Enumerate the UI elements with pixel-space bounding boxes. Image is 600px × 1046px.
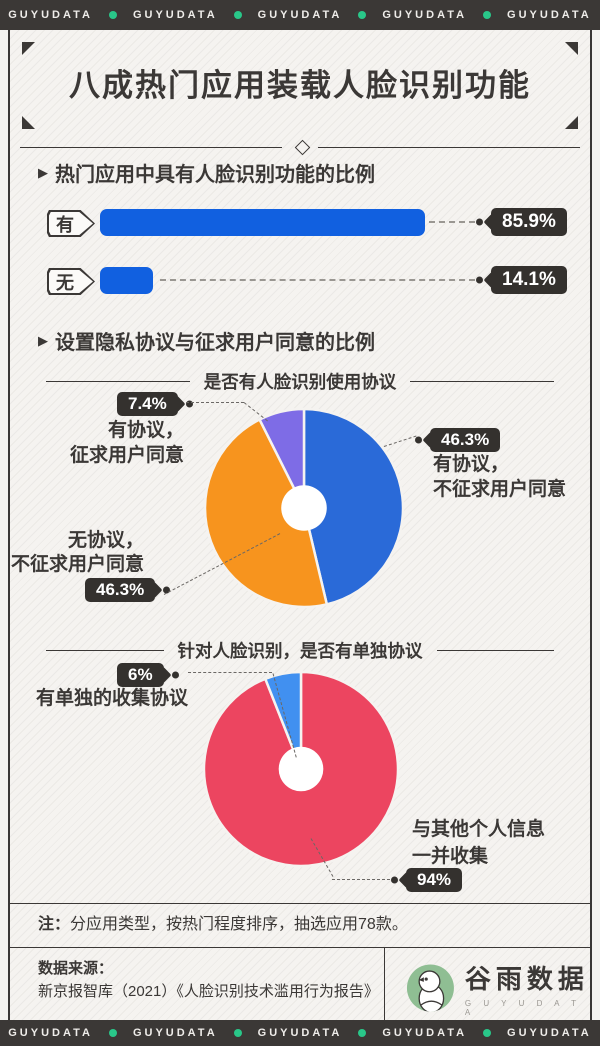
top-brand-banner: GUYUDATA GUYUDATA GUYUDATA GUYUDATA GUYU… bbox=[0, 0, 600, 30]
guyu-data-logo: 谷雨数据 G U Y U D A T A bbox=[406, 959, 590, 1017]
slice-label: 一并收集 bbox=[412, 846, 489, 867]
pie-chart-separate-agreement bbox=[202, 670, 400, 868]
brand-text: GUYUDATA bbox=[257, 9, 343, 21]
slice-label: 征求用户同意 bbox=[69, 445, 184, 466]
green-dot-icon bbox=[358, 1029, 367, 1037]
page-title: 八成热门应用装载人脸识别功能 bbox=[69, 68, 531, 103]
divider bbox=[20, 147, 282, 148]
footnote: 注：分应用类型，按热门程度排序，抽选应用78款。 bbox=[38, 910, 408, 934]
triangle-bullet-icon: ▶ bbox=[38, 333, 48, 348]
logo-latin-text: G U Y U D A T A bbox=[464, 999, 581, 1017]
pie1-title-row: 是否有人脸识别使用协议 bbox=[46, 369, 554, 394]
pie1-title: 是否有人脸识别使用协议 bbox=[203, 372, 397, 392]
bar-category-label: 无 bbox=[56, 272, 74, 293]
logo-chinese-text: 谷雨数据 bbox=[464, 965, 589, 994]
connector-line bbox=[160, 279, 475, 281]
value-tag: 14.1% bbox=[491, 266, 567, 294]
triangle-bullet-icon: ▶ bbox=[38, 165, 48, 180]
value-tag: 94% bbox=[406, 868, 463, 892]
slice-label: 不征求用户同意 bbox=[433, 479, 567, 500]
pie2-title-row: 针对人脸识别，是否有单独协议 bbox=[46, 638, 554, 663]
brand-text: GUYUDATA bbox=[382, 1027, 468, 1039]
bottom-brand-banner: GUYUDATA GUYUDATA GUYUDATA GUYUDATA GUYU… bbox=[0, 1020, 600, 1046]
pie-chart-usage-agreement bbox=[203, 407, 405, 609]
green-dot-icon bbox=[483, 11, 492, 19]
section1-heading: ▶ 热门应用中具有人脸识别功能的比例 bbox=[38, 164, 375, 186]
footnote-text: 分应用类型，按热门程度排序，抽选应用78款。 bbox=[70, 916, 408, 933]
footnote-prefix: 注： bbox=[38, 916, 71, 933]
bar-has-face-recognition bbox=[100, 209, 425, 236]
bird-logo-icon bbox=[406, 964, 454, 1012]
brand-text: GUYUDATA bbox=[257, 1027, 343, 1039]
value-tag: 6% bbox=[117, 663, 164, 687]
green-dot-icon bbox=[233, 1029, 242, 1037]
slice-label: 有协议， bbox=[107, 420, 184, 441]
source-text: 新京报智库（2021）《人脸识别技术滥用行为报告》 bbox=[38, 983, 379, 1000]
green-dot-icon bbox=[108, 1029, 117, 1037]
brand-text: GUYUDATA bbox=[132, 1027, 218, 1039]
divider bbox=[10, 947, 590, 948]
slice-label: 与其他个人信息 bbox=[412, 819, 546, 840]
brand-text: GUYUDATA bbox=[507, 1027, 592, 1039]
value-tag: 46.3% bbox=[85, 578, 156, 602]
green-dot-icon bbox=[233, 11, 242, 19]
green-dot-icon bbox=[358, 11, 367, 19]
slice-label: 无协议， bbox=[67, 530, 144, 551]
brand-text: GUYUDATA bbox=[507, 9, 592, 21]
brand-text: GUYUDATA bbox=[8, 9, 93, 21]
value-tag: 46.3% bbox=[430, 428, 501, 452]
divider bbox=[318, 147, 580, 148]
source-label: 数据来源： bbox=[38, 960, 114, 977]
slice-label: 不征求用户同意 bbox=[10, 554, 144, 575]
connector-line bbox=[188, 672, 272, 673]
connector-line bbox=[429, 221, 475, 223]
corner-mark-icon bbox=[22, 116, 35, 129]
slice-label: 有单独的收集协议 bbox=[35, 688, 188, 709]
bar-category-tag: 有 bbox=[47, 210, 95, 237]
connector-line bbox=[186, 402, 244, 403]
bar-category-label: 有 bbox=[56, 214, 74, 235]
brand-text: GUYUDATA bbox=[132, 9, 218, 21]
divider bbox=[10, 903, 590, 904]
corner-mark-icon bbox=[565, 116, 578, 129]
section2-heading: ▶ 设置隐私协议与征求用户同意的比例 bbox=[38, 332, 375, 354]
value-tag: 85.9% bbox=[491, 208, 567, 236]
bar-category-tag: 无 bbox=[47, 268, 95, 295]
value-tag: 7.4% bbox=[117, 392, 178, 416]
diamond-icon bbox=[294, 139, 311, 156]
corner-mark-icon bbox=[565, 42, 578, 55]
corner-mark-icon bbox=[22, 42, 35, 55]
green-dot-icon bbox=[483, 1029, 492, 1037]
brand-text: GUYUDATA bbox=[382, 9, 468, 21]
connector-line bbox=[332, 879, 390, 880]
slice-label: 有协议， bbox=[433, 454, 510, 475]
footer-divider bbox=[384, 947, 385, 1020]
brand-text: GUYUDATA bbox=[8, 1027, 93, 1039]
bar-no-face-recognition bbox=[100, 267, 154, 294]
green-dot-icon bbox=[108, 11, 117, 19]
pie2-title: 针对人脸识别，是否有单独协议 bbox=[177, 641, 423, 661]
content-frame: 八成热门应用装载人脸识别功能 ▶ 热门应用中具有人脸识别功能的比例 有 85.9… bbox=[8, 30, 592, 1020]
